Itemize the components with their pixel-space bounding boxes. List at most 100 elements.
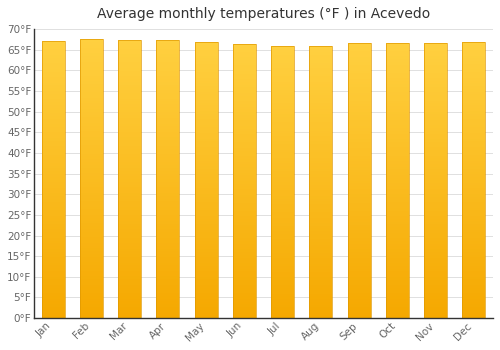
Bar [80,285,103,287]
Bar [310,47,332,318]
Bar [233,280,256,282]
Bar [462,307,485,310]
Bar [42,174,64,177]
Bar [233,315,256,318]
Bar [386,211,409,214]
Bar [424,164,447,167]
Bar [42,66,64,69]
Bar [310,291,332,294]
Bar [80,64,103,67]
Bar [42,97,64,99]
Bar [271,201,294,204]
Bar [462,166,485,169]
Bar [118,57,141,60]
Bar [42,163,64,166]
Bar [156,140,180,143]
Bar [310,169,332,172]
Bar [271,114,294,117]
Bar [194,86,218,89]
Bar [118,168,141,171]
Bar [310,182,332,185]
Bar [42,182,64,185]
Bar [118,171,141,174]
Bar [424,271,447,274]
Bar [348,282,370,285]
Bar [118,151,141,154]
Bar [80,271,103,273]
Bar [386,156,409,158]
Bar [462,222,485,224]
Bar [462,47,485,50]
Bar [118,238,141,240]
Bar [271,172,294,174]
Bar [271,242,294,245]
Bar [386,43,409,318]
Bar [194,144,218,147]
Bar [194,108,218,111]
Bar [42,276,64,279]
Bar [118,229,141,232]
Bar [42,194,64,196]
Bar [233,79,256,82]
Bar [310,106,332,109]
Bar [348,266,370,268]
Bar [310,65,332,68]
Bar [348,315,370,318]
Bar [80,223,103,226]
Bar [118,271,141,274]
Bar [194,42,218,318]
Bar [80,220,103,223]
Bar [194,274,218,276]
Bar [233,43,256,318]
Bar [194,227,218,230]
Bar [80,159,103,162]
Bar [156,162,180,165]
Bar [348,274,370,277]
Bar [42,210,64,213]
Bar [310,60,332,63]
Bar [118,74,141,76]
Bar [271,296,294,299]
Bar [424,186,447,189]
Bar [386,46,409,48]
Bar [156,307,180,310]
Bar [118,240,141,243]
Bar [80,123,103,126]
Bar [424,191,447,194]
Bar [118,76,141,79]
Bar [80,296,103,299]
Bar [424,131,447,134]
Bar [118,290,141,293]
Bar [118,274,141,276]
Bar [424,296,447,299]
Bar [310,304,332,307]
Bar [80,279,103,282]
Bar [348,244,370,247]
Bar [271,196,294,198]
Bar [80,248,103,251]
Bar [233,118,256,120]
Bar [233,52,256,55]
Bar [310,229,332,231]
Bar [386,81,409,84]
Bar [271,283,294,286]
Bar [233,112,256,115]
Bar [462,268,485,271]
Bar [271,166,294,169]
Bar [271,49,294,52]
Bar [386,112,409,114]
Bar [118,62,141,65]
Bar [194,194,218,197]
Bar [271,226,294,229]
Bar [42,252,64,254]
Bar [156,46,180,49]
Bar [118,71,141,74]
Bar [118,132,141,135]
Bar [310,201,332,204]
Bar [424,156,447,158]
Bar [42,216,64,218]
Bar [42,202,64,204]
Bar [424,263,447,266]
Bar [348,183,370,186]
Bar [386,178,409,180]
